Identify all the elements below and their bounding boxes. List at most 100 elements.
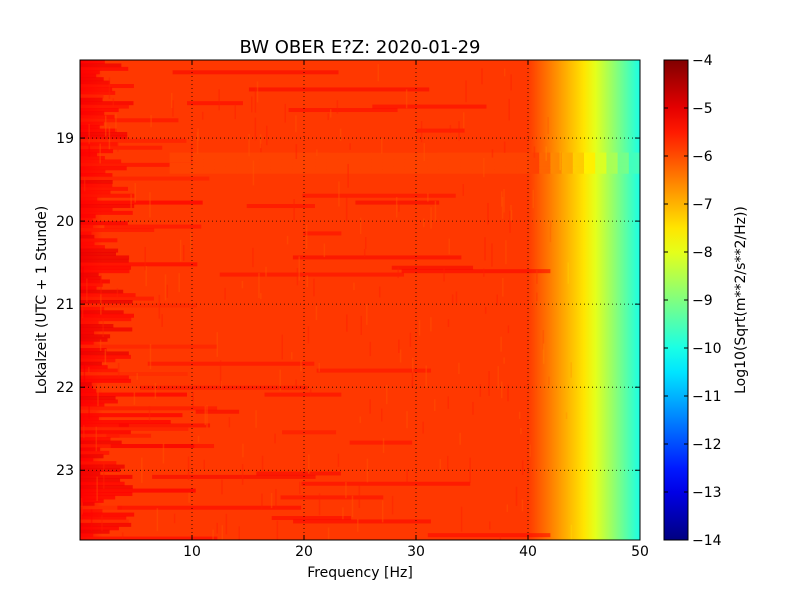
heat-cell [411, 371, 414, 387]
x-tick-label: 10 [183, 544, 201, 560]
heat-cell [80, 440, 122, 445]
heat-cell [536, 269, 538, 284]
heat-cell [342, 507, 344, 520]
heat-cell [80, 293, 136, 298]
heat-cell [326, 156, 339, 161]
heat-cell [595, 159, 607, 164]
heat-cell [494, 159, 507, 164]
heat-cell [416, 152, 428, 157]
heat-cell [506, 504, 509, 512]
heat-cell [81, 502, 84, 515]
heat-cell [225, 166, 238, 171]
heat-cell [80, 474, 133, 479]
heat-cell [80, 118, 179, 123]
heat-cell [393, 169, 406, 174]
heat-cell [528, 156, 540, 161]
heat-cell [282, 430, 337, 435]
heat-cell [572, 166, 585, 171]
heat-cell [427, 162, 439, 167]
heat-cell [80, 269, 130, 274]
x-tick-label: 30 [407, 544, 425, 560]
heat-cell [80, 207, 113, 212]
heat-cell [80, 255, 130, 260]
colorbar-tick-label: −6 [692, 149, 713, 165]
heat-cell [315, 169, 327, 174]
heat-cell [386, 384, 388, 405]
heat-cell [401, 269, 551, 274]
heat-cell [300, 359, 302, 372]
heat-cell [281, 166, 294, 171]
heat-cell [218, 89, 220, 111]
heat-cell [80, 241, 95, 246]
heat-cell [561, 152, 574, 157]
heat-cell [447, 319, 450, 327]
heat-cell [348, 152, 361, 157]
heat-cell [472, 156, 484, 161]
heat-cell [360, 169, 372, 174]
heat-cell [80, 245, 105, 250]
heat-cell [118, 423, 211, 428]
heat-cell [360, 156, 372, 161]
heat-cell [83, 362, 86, 388]
heat-cell [465, 80, 467, 103]
heat-cell [80, 433, 120, 438]
heat-cell [434, 200, 437, 222]
heat-cell [617, 166, 630, 171]
heat-cell [494, 169, 507, 174]
heat-cell [80, 87, 113, 92]
heat-cell [303, 231, 342, 236]
heat-cell [539, 166, 551, 171]
heat-cell [326, 152, 339, 157]
heat-cell [80, 389, 97, 394]
heat-cell [427, 152, 439, 157]
heat-cell [80, 426, 189, 431]
heat-cell [427, 533, 551, 538]
heat-cell [266, 125, 268, 146]
heat-cell [295, 115, 297, 133]
heat-cell [242, 443, 244, 458]
heat-cell [460, 159, 473, 164]
heat-cell [80, 63, 122, 68]
heat-cell [259, 152, 271, 157]
heat-cell [80, 108, 119, 113]
heat-cell [369, 399, 371, 414]
heat-cell [483, 166, 495, 171]
heat-cell [595, 166, 607, 171]
heat-cell [264, 392, 342, 397]
heat-cell [438, 169, 451, 174]
heat-cell [80, 135, 128, 140]
heat-cell [398, 339, 400, 353]
x-tick-label: 20 [295, 544, 313, 560]
heat-cell [166, 284, 169, 298]
heat-cell [595, 152, 607, 157]
heat-cell [497, 366, 499, 389]
heat-cell [438, 159, 451, 164]
heat-cell [606, 166, 619, 171]
heat-cell [196, 132, 199, 154]
heat-cell [337, 166, 350, 171]
heat-cell [455, 291, 458, 303]
heat-cell [259, 169, 271, 174]
heat-cell [292, 255, 462, 260]
heat-cell [281, 169, 294, 174]
heat-cell [416, 156, 428, 161]
heat-cell [256, 81, 259, 103]
heat-cell [550, 162, 563, 167]
heat-cell [339, 128, 342, 141]
heat-cell [169, 156, 182, 161]
heat-cell [371, 162, 383, 167]
heat-cell [483, 162, 495, 167]
heat-cell [246, 204, 315, 209]
heat-cell [221, 525, 224, 540]
heat-cell [318, 362, 320, 372]
heat-cell [141, 457, 143, 483]
heat-cell [393, 156, 406, 161]
heat-cell [80, 128, 117, 133]
heat-cell [169, 152, 182, 157]
heat-cell [427, 166, 439, 171]
heat-cell [462, 184, 464, 196]
heat-cell [584, 162, 596, 167]
heat-cell [349, 143, 351, 150]
heat-cell [281, 159, 294, 164]
heat-cell [214, 169, 227, 174]
